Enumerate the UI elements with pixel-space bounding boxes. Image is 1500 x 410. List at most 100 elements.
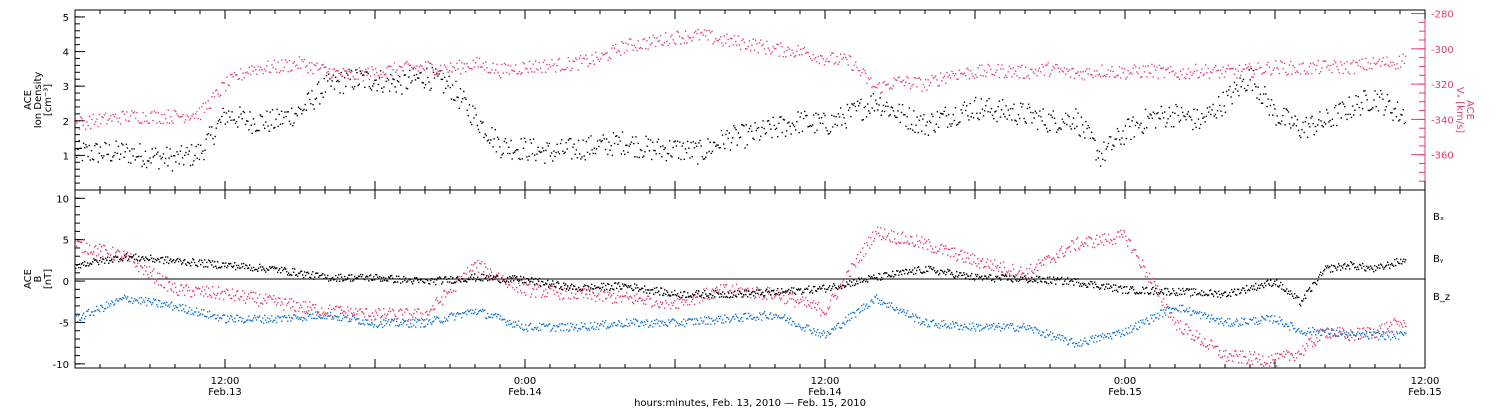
density-point: [881, 110, 884, 112]
bz-point: [863, 255, 865, 258]
by-point: [195, 311, 197, 313]
density-point: [220, 121, 222, 123]
bz-point: [128, 255, 130, 257]
by-point: [424, 326, 426, 328]
vx-point: [1331, 71, 1333, 74]
bz-point: [1155, 284, 1157, 286]
density-point: [700, 145, 702, 147]
density-point: [699, 139, 701, 142]
density-point: [222, 107, 224, 110]
vx-point: [366, 74, 368, 77]
by-point: [452, 314, 454, 316]
bz-point: [250, 291, 252, 294]
vx-point: [690, 37, 692, 39]
bz-point: [438, 302, 440, 305]
by-point: [783, 316, 785, 318]
bz-point: [1058, 256, 1060, 259]
density-point: [570, 137, 572, 140]
vx-point: [1275, 60, 1277, 62]
vx-point: [378, 78, 381, 80]
vx-point: [411, 66, 413, 69]
bz-point: [85, 250, 87, 253]
by-point: [450, 313, 452, 315]
by-point: [570, 322, 572, 324]
vx-point: [851, 69, 853, 71]
by-point: [945, 323, 947, 325]
density-point: [522, 147, 525, 150]
bz-point: [1059, 249, 1061, 252]
bz-point: [440, 301, 442, 303]
by-point: [973, 325, 975, 328]
density-point: [454, 99, 456, 102]
vx-point: [751, 44, 753, 46]
vx-point: [240, 68, 242, 70]
vx-point: [1266, 64, 1268, 66]
density-point: [715, 145, 717, 147]
bz-point: [1222, 355, 1224, 358]
vx-point: [531, 71, 533, 73]
by-point: [180, 305, 182, 307]
by-point: [456, 313, 458, 315]
vx-point: [1313, 64, 1316, 66]
density-point: [422, 82, 425, 84]
by-point: [215, 318, 217, 320]
vx-point: [621, 40, 623, 43]
bz-point: [1092, 246, 1094, 248]
vx-point: [247, 72, 249, 75]
density-point: [1398, 120, 1400, 122]
density-point: [387, 79, 390, 81]
by-point: [1114, 331, 1116, 334]
bz-point: [1115, 242, 1117, 245]
density-point: [831, 114, 833, 117]
bz-point: [606, 297, 608, 299]
by-point: [526, 328, 528, 330]
bz-point: [201, 290, 203, 293]
density-point: [189, 164, 192, 167]
by-point: [619, 321, 621, 323]
density-point: [1013, 103, 1015, 105]
vx-point: [923, 86, 926, 88]
density-point: [1135, 121, 1138, 123]
by-point: [185, 304, 187, 307]
bz-point: [604, 291, 606, 293]
by-point: [348, 320, 350, 323]
by-point: [174, 307, 176, 310]
vx-point: [765, 53, 767, 55]
vx-point: [91, 118, 93, 121]
bz-point: [945, 245, 947, 247]
by-point: [645, 323, 647, 325]
bz-point: [957, 258, 959, 261]
bz-point: [315, 303, 317, 306]
bz-point: [1367, 327, 1369, 329]
density-point: [374, 79, 376, 82]
by-point: [988, 328, 990, 330]
density-point: [358, 83, 360, 85]
by-point: [411, 326, 413, 328]
bz-point: [830, 299, 832, 302]
bz-point: [729, 289, 731, 292]
by-point: [1093, 341, 1095, 343]
vx-point: [157, 111, 159, 114]
by-point: [558, 325, 560, 328]
bz-point: [678, 307, 680, 309]
density-point: [1228, 89, 1230, 91]
density-point: [256, 129, 258, 132]
density-point: [585, 140, 588, 143]
vx-point: [1333, 60, 1336, 62]
bz-point: [1001, 271, 1003, 273]
bz-point: [599, 298, 601, 301]
by-point: [749, 315, 751, 318]
vx-point: [350, 71, 352, 74]
density-point: [939, 116, 941, 119]
vx-point: [882, 81, 884, 84]
by-point: [967, 327, 969, 330]
bz-point: [1087, 245, 1089, 247]
by-point: [220, 317, 222, 319]
vx-point: [358, 67, 361, 69]
density-point: [1050, 114, 1052, 116]
by-point: [352, 315, 354, 317]
bz-point: [988, 265, 990, 268]
by-point: [1014, 330, 1016, 332]
bz-point: [728, 291, 730, 293]
vx-point: [837, 63, 839, 65]
